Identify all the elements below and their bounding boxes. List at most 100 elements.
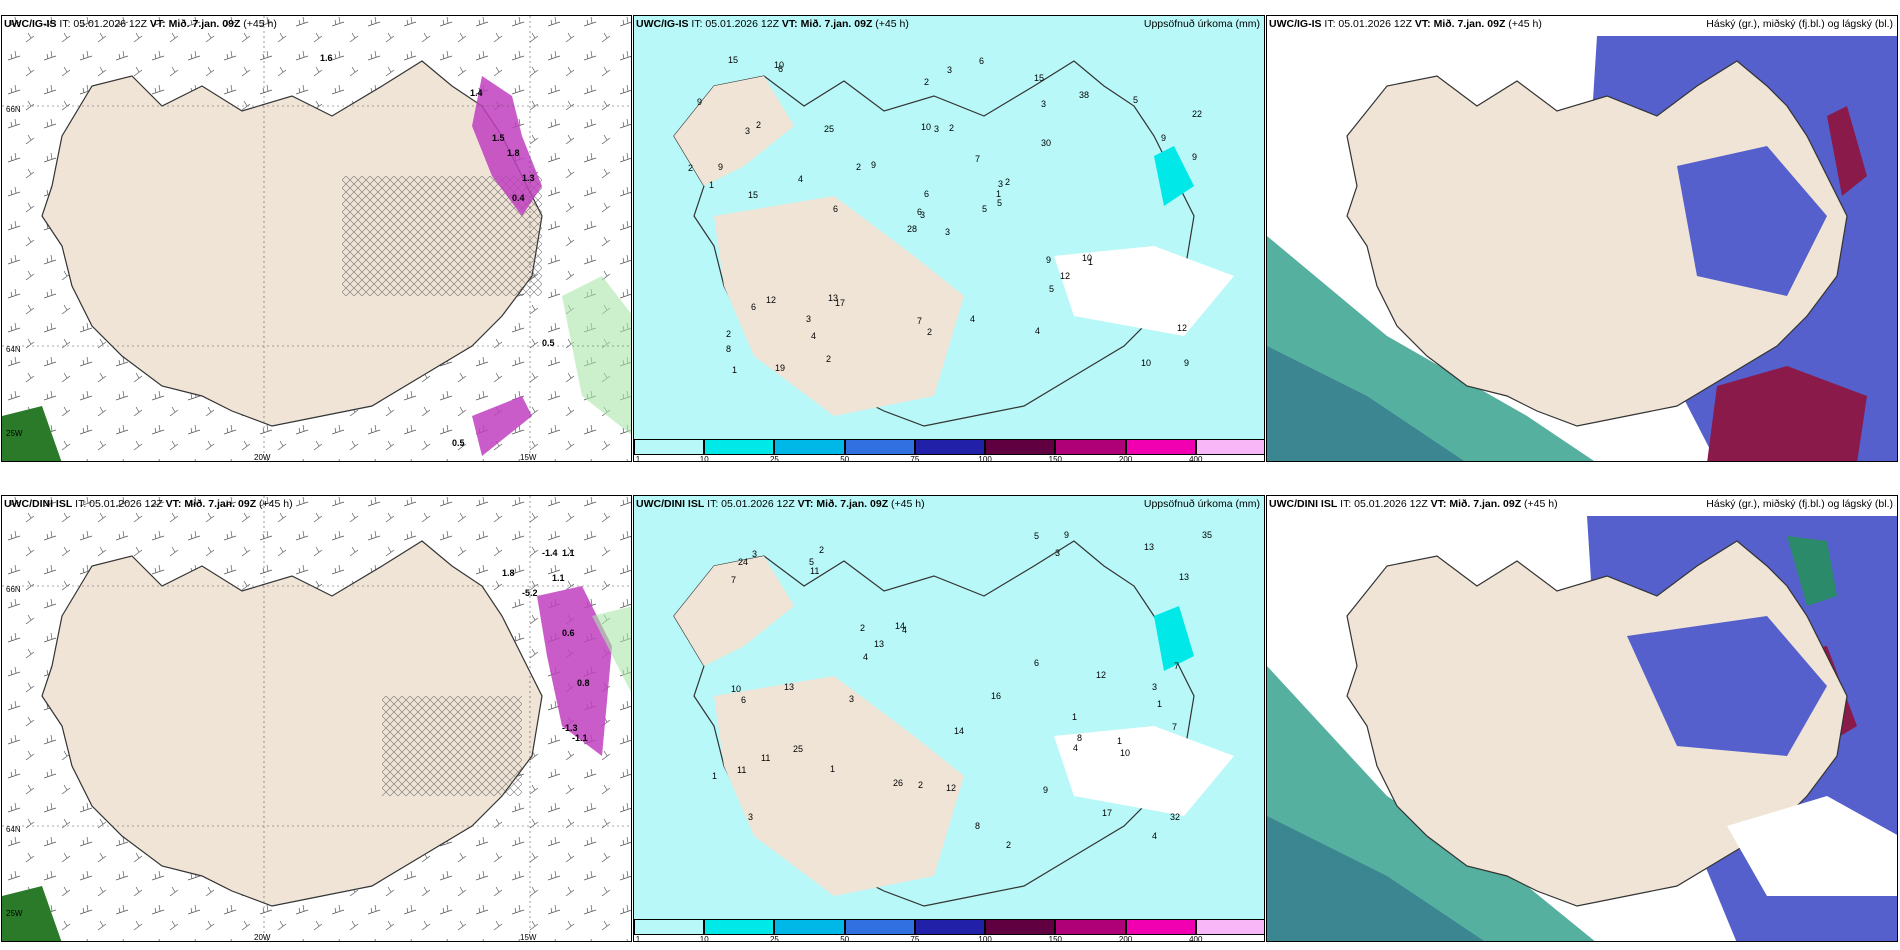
legend-swatch <box>634 439 705 455</box>
legend-swatch <box>985 919 1056 935</box>
field-value-label: 0.5 <box>542 338 555 348</box>
lon-label-15w: 15W <box>520 933 537 942</box>
value-label: 1 <box>709 180 714 190</box>
value-label: 1 <box>732 365 737 375</box>
value-label: 10 <box>731 684 741 694</box>
legend-swatch <box>1055 439 1126 455</box>
lead-time: (+45 h) <box>1508 18 1542 30</box>
valid-time: Mið. 7.jan. 09Z <box>1449 498 1522 510</box>
value-label: 2 <box>726 329 731 339</box>
value-label: 14 <box>895 621 905 631</box>
value-label: 3 <box>1152 682 1157 692</box>
panel-header: UWC/DINI ISL IT: 05.01.2026 12Z VT: Mið.… <box>4 498 293 514</box>
value-label: 24 <box>738 557 748 567</box>
value-label: 3 <box>998 179 1003 189</box>
lon-label-20w: 20W <box>254 933 271 942</box>
value-label: 9 <box>1161 133 1166 143</box>
value-label: 2 <box>927 327 932 337</box>
value-label: 9 <box>1064 530 1069 540</box>
field-value-label: 1.4 <box>470 88 483 98</box>
map-wind-top: 20W 15W 66N 64N 25W 1.6 1.4 1.51.8 1.3 0.4 0.… <box>2 16 631 462</box>
field-value-label: -1.3 <box>562 723 578 733</box>
panel-header: UWC/IG-IS IT: 05.01.2026 12Z VT: Mið. 7.… <box>636 18 909 34</box>
map-panel-clouds-top: UWC/IG-IS IT: 05.01.2026 12Z VT: Mið. 7.… <box>1266 15 1898 462</box>
legend-swatch <box>914 919 986 935</box>
legend-swatch <box>914 439 986 455</box>
valid-time: Mið. 7.jan. 09Z <box>168 18 241 30</box>
map-panel-precip-bottom: 1 1 3 2 4 17 11 3 2 2 7 10 24 32 26 7 14 16 14 25 35 13 4 7 5 5 8 6… <box>633 495 1265 942</box>
value-label: 1 <box>712 771 717 781</box>
value-label: 15 <box>1034 73 1044 83</box>
lat-label-64n: 64N <box>6 345 21 354</box>
model-name: UWC/DINI ISL <box>4 498 73 510</box>
panel-header: UWC/DINI ISL IT: 05.01.2026 12Z VT: Mið.… <box>636 498 925 514</box>
value-label: 14 <box>954 726 964 736</box>
legend-label: 150 <box>1048 935 1063 942</box>
value-label: 13 <box>1144 542 1154 552</box>
legend-label: 100 <box>978 935 992 942</box>
value-label: 26 <box>893 778 903 788</box>
pressure-labels: 1.6 1.4 1.51.8 1.3 0.4 0.5 0.5 <box>320 53 555 448</box>
lat-label-64n: 64N <box>6 825 21 834</box>
value-label: 4 <box>811 331 816 341</box>
model-name: UWC/IG-IS <box>4 18 57 30</box>
legend-swatch <box>774 919 845 935</box>
value-label: 6 <box>924 189 929 199</box>
lead-time: (+45 h) <box>1524 498 1558 510</box>
map-panel-clouds-bottom: UWC/DINI ISL IT: 05.01.2026 12Z VT: Mið.… <box>1266 495 1898 942</box>
value-label: 1 <box>1088 257 1093 267</box>
panel-header: UWC/DINI ISL IT: 05.01.2026 12Z VT: Mið.… <box>1269 498 1558 514</box>
value-label: 1 <box>996 189 1001 199</box>
value-label: 12 <box>1096 670 1106 680</box>
value-label: 6 <box>778 64 783 74</box>
precip-title: Uppsöfnuð úrkoma (mm) <box>1143 18 1260 30</box>
value-label: 11 <box>761 753 770 763</box>
value-label: 1 <box>1157 699 1162 709</box>
legend-swatch <box>1195 439 1264 455</box>
legend-label: 1 <box>635 935 641 942</box>
lead-time: (+45 h) <box>891 498 925 510</box>
value-label: 6 <box>1034 658 1039 668</box>
value-label: 15 <box>728 55 738 65</box>
field-value-label: 1.3 <box>522 173 535 183</box>
field-value-label: -1.4 <box>542 548 558 558</box>
legend-label: 10 <box>699 935 709 942</box>
value-label: 3 <box>945 227 950 237</box>
legend-swatch <box>704 919 775 935</box>
model-name: UWC/IG-IS <box>636 18 689 30</box>
legend-label: 400 <box>1189 455 1203 462</box>
value-label: 17 <box>1102 808 1112 818</box>
precip-values: 1132417113227102432267141614253513475586… <box>712 530 1212 850</box>
value-label: 4 <box>863 652 868 662</box>
value-label: 4 <box>798 174 803 184</box>
value-label: 7 <box>917 316 922 326</box>
map-panel-wind-top: 20W 15W 66N 64N 25W 1.6 1.4 1.5 1.8 1.3 0.4 0.… <box>1 15 632 462</box>
lon-label-15w: 15W <box>520 453 537 462</box>
init-time: IT: 05.01.2026 12Z <box>75 498 163 510</box>
field-value-label: 1.1 <box>562 548 575 558</box>
value-label: 12 <box>766 295 776 305</box>
init-time: IT: 05.01.2026 12Z <box>59 18 147 30</box>
value-label: 13 <box>874 639 884 649</box>
cloud-title: Háský (gr.), miðský (fj.bl.) og lágský (… <box>1706 498 1893 510</box>
value-label: 2 <box>1006 840 1011 850</box>
value-label: 8 <box>1077 733 1082 743</box>
field-value-label: 1.1 <box>552 573 565 583</box>
map-wind-bottom: 20W 15W 66N 64N 25W -1.4 1.1 1.8 -5.2 1.1 0.6… <box>2 496 631 942</box>
valid-time-label: VT: <box>781 18 798 30</box>
precip-legend: 1 10 25 50 75 100 150 200 400 <box>634 919 1264 941</box>
value-label: 35 <box>1202 530 1212 540</box>
lead-time: (+45 h) <box>243 18 277 30</box>
value-label: 10 <box>774 60 784 70</box>
map-clouds-bottom <box>1267 496 1897 941</box>
value-label: 8 <box>975 821 980 831</box>
map-precip-bottom: 1132417113227102432267141614253513475586… <box>634 496 1264 921</box>
init-time: IT: 05.01.2026 12Z <box>1340 498 1428 510</box>
legend-swatch <box>1125 919 1196 935</box>
lon-label-25w: 25W <box>6 429 23 438</box>
value-label: 1 <box>830 764 835 774</box>
legend-label: 400 <box>1189 935 1203 942</box>
valid-time-label: VT: <box>149 18 166 30</box>
value-label: 6 <box>741 695 746 705</box>
value-label: 19 <box>775 363 785 373</box>
